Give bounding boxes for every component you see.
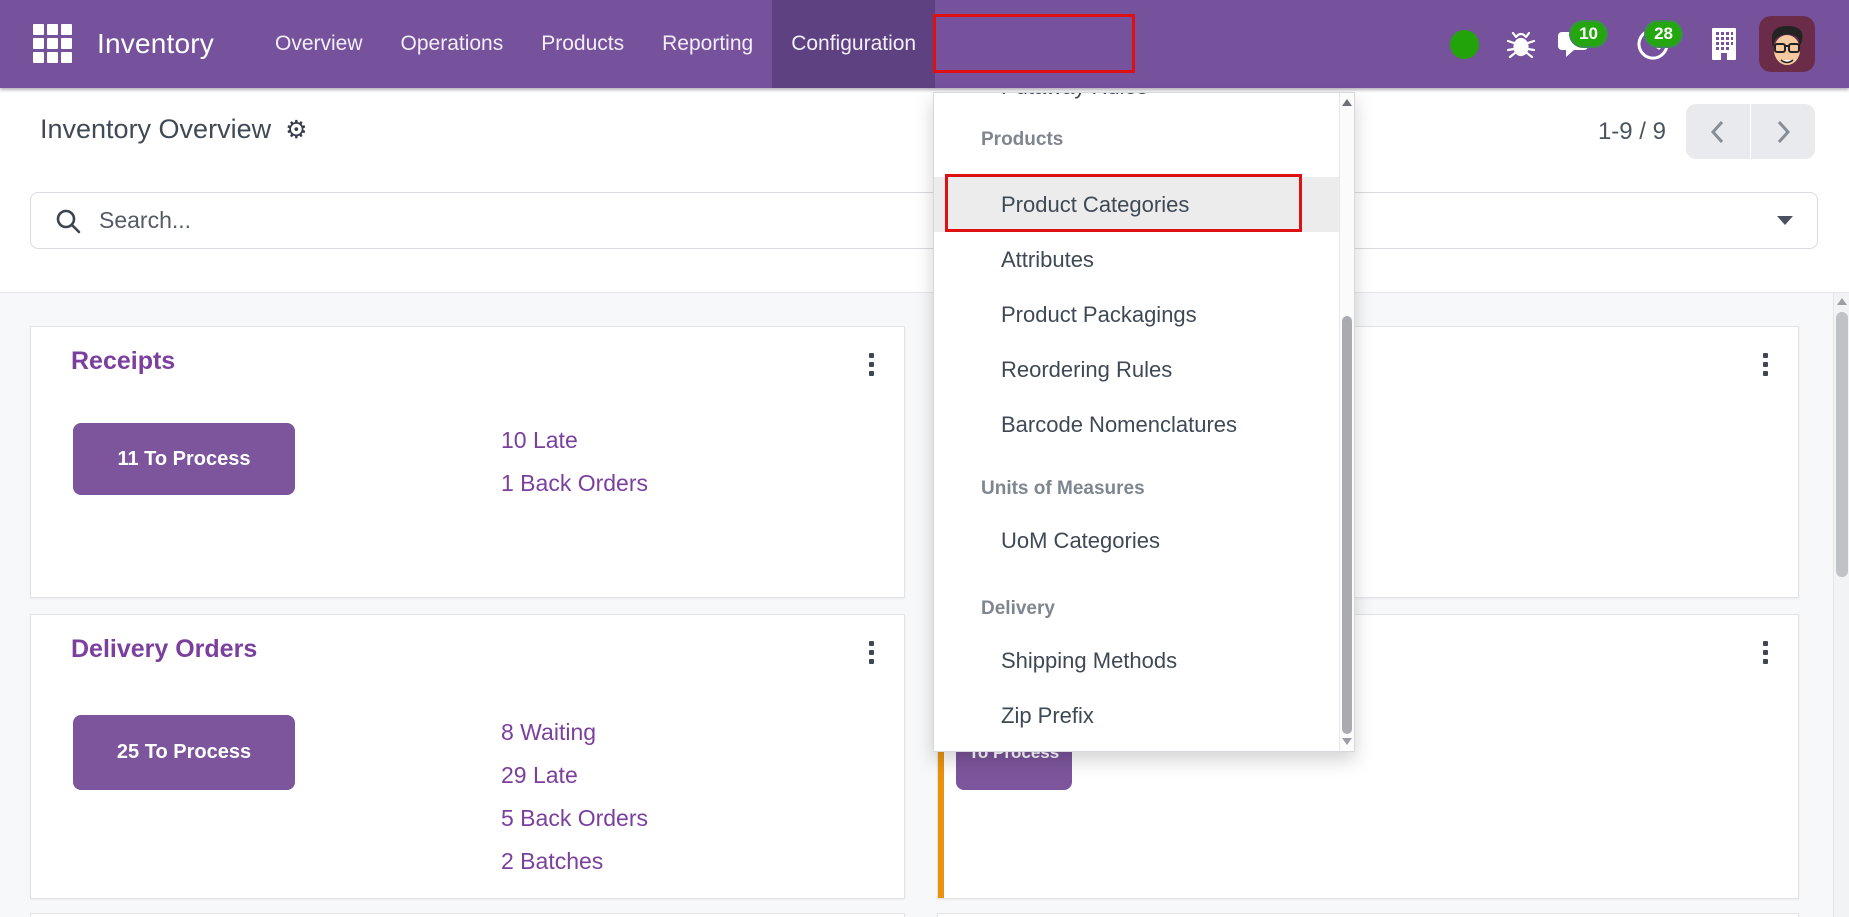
pager-previous-button[interactable] bbox=[1686, 104, 1750, 159]
menu-item-reordering-rules[interactable]: Reordering Rules bbox=[1001, 357, 1173, 382]
menu-item-product-packagings[interactable]: Product Packagings bbox=[1001, 302, 1197, 327]
search-icon bbox=[56, 209, 81, 233]
pager-value: 1-9 / 9 bbox=[1597, 117, 1666, 145]
search-bar bbox=[30, 192, 1818, 249]
page-scrollbar[interactable] bbox=[1833, 293, 1849, 917]
menu-item-zip-prefix[interactable]: Zip Prefix bbox=[1001, 703, 1094, 728]
menu-item-attributes[interactable]: Attributes bbox=[1001, 247, 1094, 272]
user-avatar[interactable] bbox=[1759, 16, 1815, 72]
dropdown-scroll-up-icon[interactable] bbox=[1342, 99, 1352, 106]
main-menu: Overview Operations Products Reporting C… bbox=[256, 0, 936, 88]
scroll-up-arrow-icon[interactable] bbox=[1837, 298, 1847, 305]
menu-item-shipping-methods[interactable]: Shipping Methods bbox=[1001, 648, 1178, 673]
search-options-caret-icon[interactable] bbox=[1777, 216, 1793, 225]
debug-bug-icon[interactable] bbox=[1499, 16, 1543, 72]
activities-count-badge: 28 bbox=[1644, 20, 1683, 48]
online-status-dot bbox=[1442, 16, 1486, 72]
messages-count-badge: 10 bbox=[1569, 20, 1608, 48]
receipts-kebab-menu-icon[interactable] bbox=[865, 349, 878, 380]
company-building-icon[interactable] bbox=[1702, 16, 1746, 72]
delivery-batches-link[interactable]: 2 Batches bbox=[501, 848, 604, 874]
messages-icon[interactable]: 10 bbox=[1556, 16, 1608, 72]
card-accent-ribbon bbox=[938, 615, 944, 898]
systray: 10 28 bbox=[1442, 16, 1849, 72]
pager-next-button[interactable] bbox=[1751, 104, 1815, 159]
page-scrollbar-thumb[interactable] bbox=[1836, 312, 1848, 577]
dropdown-scrollbar-thumb[interactable] bbox=[1342, 316, 1352, 734]
menu-configuration[interactable]: Configuration bbox=[772, 0, 936, 88]
menu-section-delivery: Delivery bbox=[981, 598, 1055, 619]
next-row-card-stub-left bbox=[30, 913, 905, 917]
covered-card-2-kebab-menu-icon[interactable] bbox=[1759, 637, 1772, 668]
kanban-dashboard: Receipts 11 To Process 10 Late 1 Back Or… bbox=[0, 292, 1849, 917]
delivery-orders-kebab-menu-icon[interactable] bbox=[865, 637, 878, 668]
top-navbar: Inventory Overview Operations Products R… bbox=[0, 0, 1849, 88]
receipts-late-link[interactable]: 10 Late bbox=[501, 427, 578, 453]
covered-card-kebab-menu-icon[interactable] bbox=[1759, 349, 1772, 380]
delivery-orders-card-title[interactable]: Delivery Orders bbox=[71, 635, 258, 663]
menu-section-units-of-measures: Units of Measures bbox=[981, 478, 1145, 499]
menu-section-products: Products bbox=[981, 129, 1064, 150]
delivery-late-link[interactable]: 29 Late bbox=[501, 762, 578, 788]
receipts-backorders-link[interactable]: 1 Back Orders bbox=[501, 470, 648, 496]
menu-reporting[interactable]: Reporting bbox=[662, 32, 754, 55]
menu-item-putaway-rules-clipped[interactable]: Putaway Rules bbox=[934, 93, 1339, 107]
dropdown-scroll-down-icon[interactable] bbox=[1342, 738, 1352, 745]
apps-grid-icon[interactable] bbox=[33, 24, 75, 64]
delivery-waiting-link[interactable]: 8 Waiting bbox=[501, 719, 597, 745]
delivery-orders-card: Delivery Orders 25 To Process 8 Waiting … bbox=[30, 614, 905, 899]
menu-item-product-categories[interactable]: Product Categories bbox=[934, 177, 1339, 232]
menu-operations[interactable]: Operations bbox=[400, 32, 504, 55]
delivery-orders-to-process-button[interactable]: 25 To Process bbox=[73, 715, 295, 790]
control-panel: Inventory Overview ⚙ 1-9 / 9 bbox=[0, 88, 1849, 292]
next-row-card-stub-right bbox=[937, 913, 1799, 917]
menu-item-uom-categories[interactable]: UoM Categories bbox=[1001, 528, 1160, 553]
dropdown-scrollbar[interactable] bbox=[1339, 93, 1354, 751]
pager: 1-9 / 9 bbox=[1598, 104, 1815, 159]
breadcrumb: Inventory Overview ⚙ bbox=[40, 114, 308, 145]
activities-clock-icon[interactable]: 28 bbox=[1631, 16, 1683, 72]
configuration-dropdown-menu: Putaway Rules Products Product Categorie… bbox=[933, 92, 1355, 752]
page-title: Inventory Overview bbox=[40, 114, 272, 144]
menu-item-barcode-nomenclatures[interactable]: Barcode Nomenclatures bbox=[1001, 412, 1238, 437]
menu-overview[interactable]: Overview bbox=[274, 32, 363, 55]
app-name[interactable]: Inventory bbox=[97, 28, 214, 59]
gear-icon[interactable]: ⚙ bbox=[285, 115, 308, 144]
search-input[interactable] bbox=[99, 207, 1765, 234]
receipts-to-process-button[interactable]: 11 To Process bbox=[73, 423, 295, 495]
receipts-card: Receipts 11 To Process 10 Late 1 Back Or… bbox=[30, 326, 905, 598]
receipts-card-title[interactable]: Receipts bbox=[71, 347, 176, 375]
delivery-backorders-link[interactable]: 5 Back Orders bbox=[501, 805, 648, 831]
menu-products[interactable]: Products bbox=[541, 32, 625, 55]
